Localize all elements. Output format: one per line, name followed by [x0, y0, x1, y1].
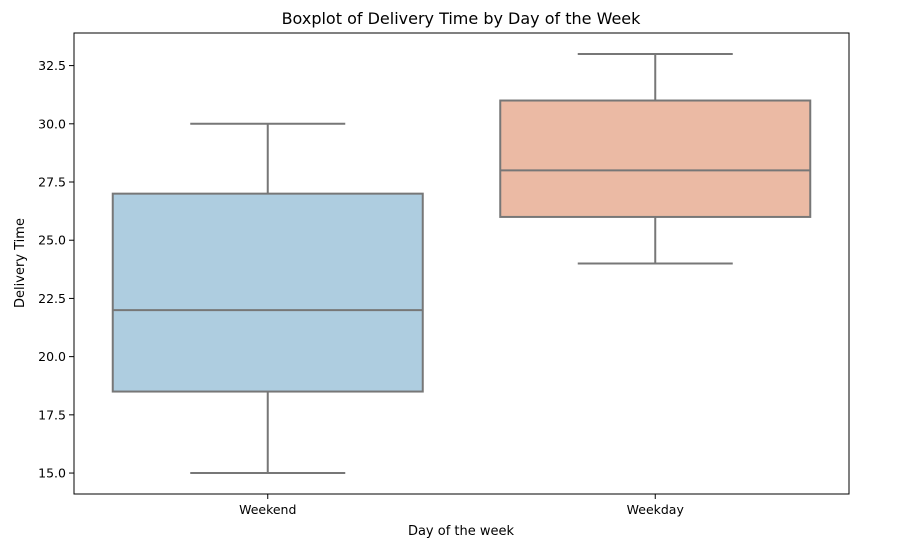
- y-tick-label: 27.5: [38, 175, 66, 190]
- y-tick-label: 20.0: [38, 349, 66, 364]
- y-tick-label: 25.0: [38, 233, 66, 248]
- box-weekend: [111, 192, 424, 393]
- y-tick-label: 30.0: [38, 116, 66, 131]
- y-tick-label: 22.5: [38, 291, 66, 306]
- y-axis-label: Delivery Time: [13, 218, 28, 308]
- x-tick-label: Weekend: [239, 502, 296, 517]
- y-tick-label: 15.0: [38, 466, 66, 481]
- box-weekday: [499, 99, 812, 218]
- y-tick-label: 32.5: [38, 58, 66, 73]
- x-axis: Weekend Weekday: [239, 494, 684, 517]
- plot-area: [111, 52, 812, 475]
- y-tick-label: 17.5: [38, 407, 66, 422]
- chart-title: Boxplot of Delivery Time by Day of the W…: [282, 9, 642, 28]
- plot-frame: [73, 32, 850, 495]
- y-axis: 15.0 17.5 20.0 22.5 25.0 27.5 30.0 32.5: [38, 58, 74, 481]
- x-tick-label: Weekday: [627, 502, 685, 517]
- x-axis-label: Day of the week: [408, 524, 515, 539]
